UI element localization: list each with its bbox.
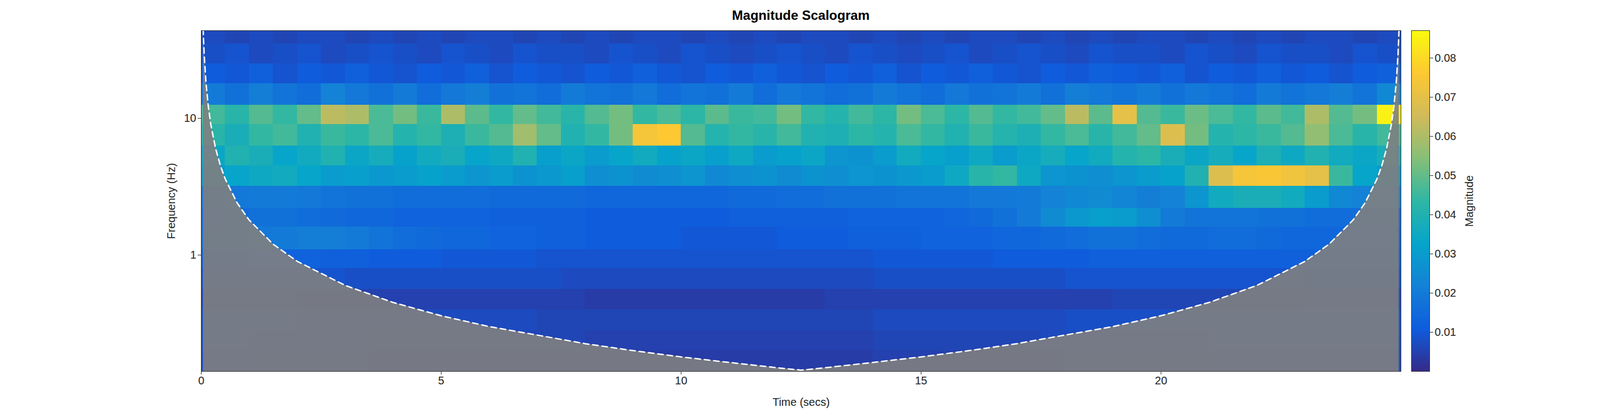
svg-text:Frequency (Hz): Frequency (Hz) — [165, 163, 178, 240]
svg-text:0.06: 0.06 — [1434, 130, 1457, 143]
svg-text:15: 15 — [914, 374, 927, 388]
html-text:Magnitude Scalogram: Magnitude Scalogram — [731, 7, 870, 23]
svg-text:20: 20 — [1155, 374, 1168, 388]
svg-text:10: 10 — [183, 112, 196, 125]
svg-text:0.01: 0.01 — [1434, 326, 1457, 339]
svg-text:0.08: 0.08 — [1434, 51, 1457, 65]
svg-text:0.05: 0.05 — [1434, 169, 1457, 182]
svg-text:5: 5 — [438, 374, 445, 388]
svg-text:0: 0 — [198, 374, 205, 388]
svg-text:0.04: 0.04 — [1434, 208, 1457, 221]
svg-text:0.03: 0.03 — [1434, 247, 1457, 261]
svg-text:Magnitude: Magnitude — [1463, 175, 1476, 227]
svg-text:Time (secs): Time (secs) — [772, 396, 830, 409]
svg-text:10: 10 — [675, 374, 688, 388]
svg-text:1: 1 — [189, 248, 196, 262]
svg-text:0.02: 0.02 — [1434, 287, 1457, 300]
svg-text:0.07: 0.07 — [1434, 91, 1457, 104]
